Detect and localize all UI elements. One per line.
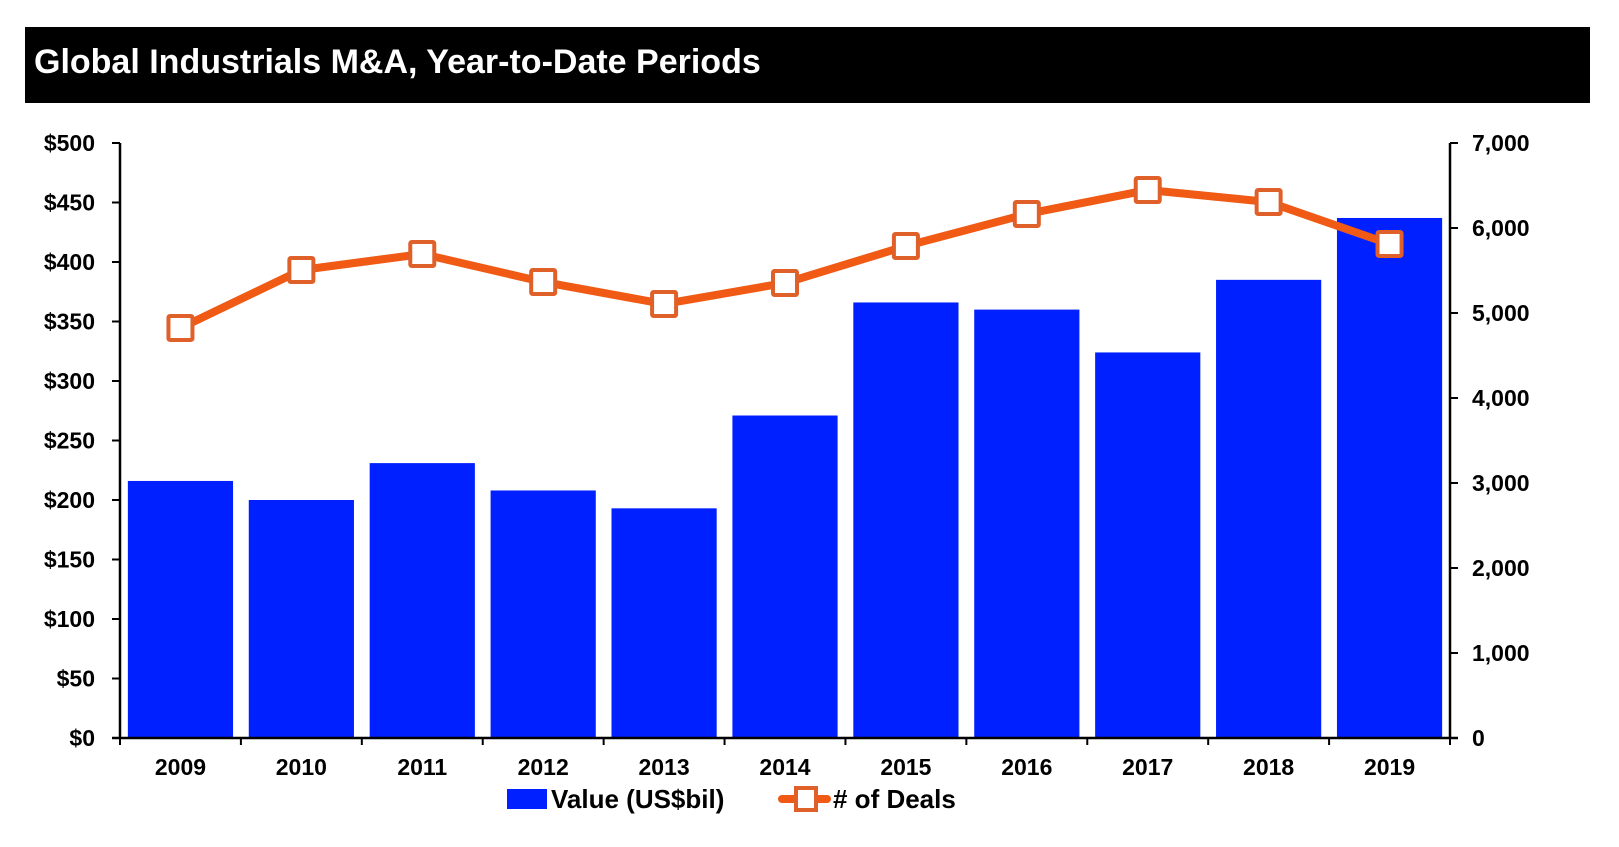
bar-2010 [248,500,354,738]
bar-series [127,217,1443,739]
x-tick-label: 2011 [397,754,447,780]
deals-marker-2014 [771,268,799,297]
legend-swatch-deals-marker [794,786,818,812]
bar-2015 [853,302,959,738]
legend-label-deals: # of Deals [833,784,956,814]
bar-2013 [611,508,717,738]
right-tick-label: 7,000 [1472,130,1530,156]
left-tick-label: $250 [44,428,95,454]
deals-line [178,186,1391,332]
deals-marker-2016 [1012,199,1041,228]
bar-2012 [490,490,596,738]
left-tick-label: $0 [69,725,95,751]
left-tick-label: $300 [44,368,95,394]
x-tick-label: 2013 [639,754,690,780]
x-tick-label: 2009 [155,754,206,780]
right-tick-label: 3,000 [1472,470,1530,496]
chart-title: Global Industrials M&A, Year-to-Date Per… [34,43,761,81]
right-tick-label: 4,000 [1472,385,1530,411]
title-bar: Global Industrials M&A, Year-to-Date Per… [25,27,1590,103]
left-tick-label: $400 [44,249,95,275]
bar-2016 [974,309,1080,738]
right-tick-label: 5,000 [1472,300,1530,326]
legend-label-value: Value (US$bil) [551,784,724,814]
left-tick-label: $50 [57,666,95,692]
x-tick-label: 2019 [1364,754,1415,780]
right-tick-label: 6,000 [1472,215,1530,241]
right-tick-label: 0 [1472,725,1485,751]
bar-2011 [369,463,475,738]
axes: $0 $50 $100 $150 $200 $250 $300 $350 $400 $450 $50… [44,130,1530,780]
left-tick-label: $500 [44,130,95,156]
x-tick-label: 2018 [1243,754,1294,780]
deals-marker-2009 [166,313,195,342]
right-tick-label: 2,000 [1472,555,1530,581]
bar-2019 [1336,217,1443,739]
deals-marker-2012 [529,267,558,296]
left-tick-label: $200 [44,487,95,513]
deals-marker-2018 [1254,187,1283,216]
x-tick-label: 2015 [880,754,931,780]
bar-2014 [732,415,838,738]
left-tick-label: $150 [44,547,95,573]
legend-swatch-value [507,789,547,809]
deals-marker-2013 [650,289,679,318]
x-tick-label: 2017 [1122,754,1173,780]
legend: Value (US$bil) # of Deals [507,784,956,814]
right-tick-label: 1,000 [1472,640,1530,666]
bar-2017 [1095,352,1201,738]
deals-marker-2017 [1133,176,1162,205]
x-tick-label: 2010 [276,754,327,780]
x-tick-label: 2012 [518,754,569,780]
left-tick-label: $350 [44,309,95,335]
bar-2009 [127,480,234,738]
line-series [166,176,1404,342]
x-tick-label: 2016 [1001,754,1052,780]
bar-2018 [1216,279,1322,738]
deals-marker-2015 [891,232,920,261]
deals-marker-2019 [1375,229,1404,258]
left-tick-label: $450 [44,190,95,216]
x-tick-label: 2014 [759,754,810,780]
left-tick-label: $100 [44,606,95,632]
deals-marker-2011 [408,240,437,269]
deals-marker-2010 [287,255,316,284]
